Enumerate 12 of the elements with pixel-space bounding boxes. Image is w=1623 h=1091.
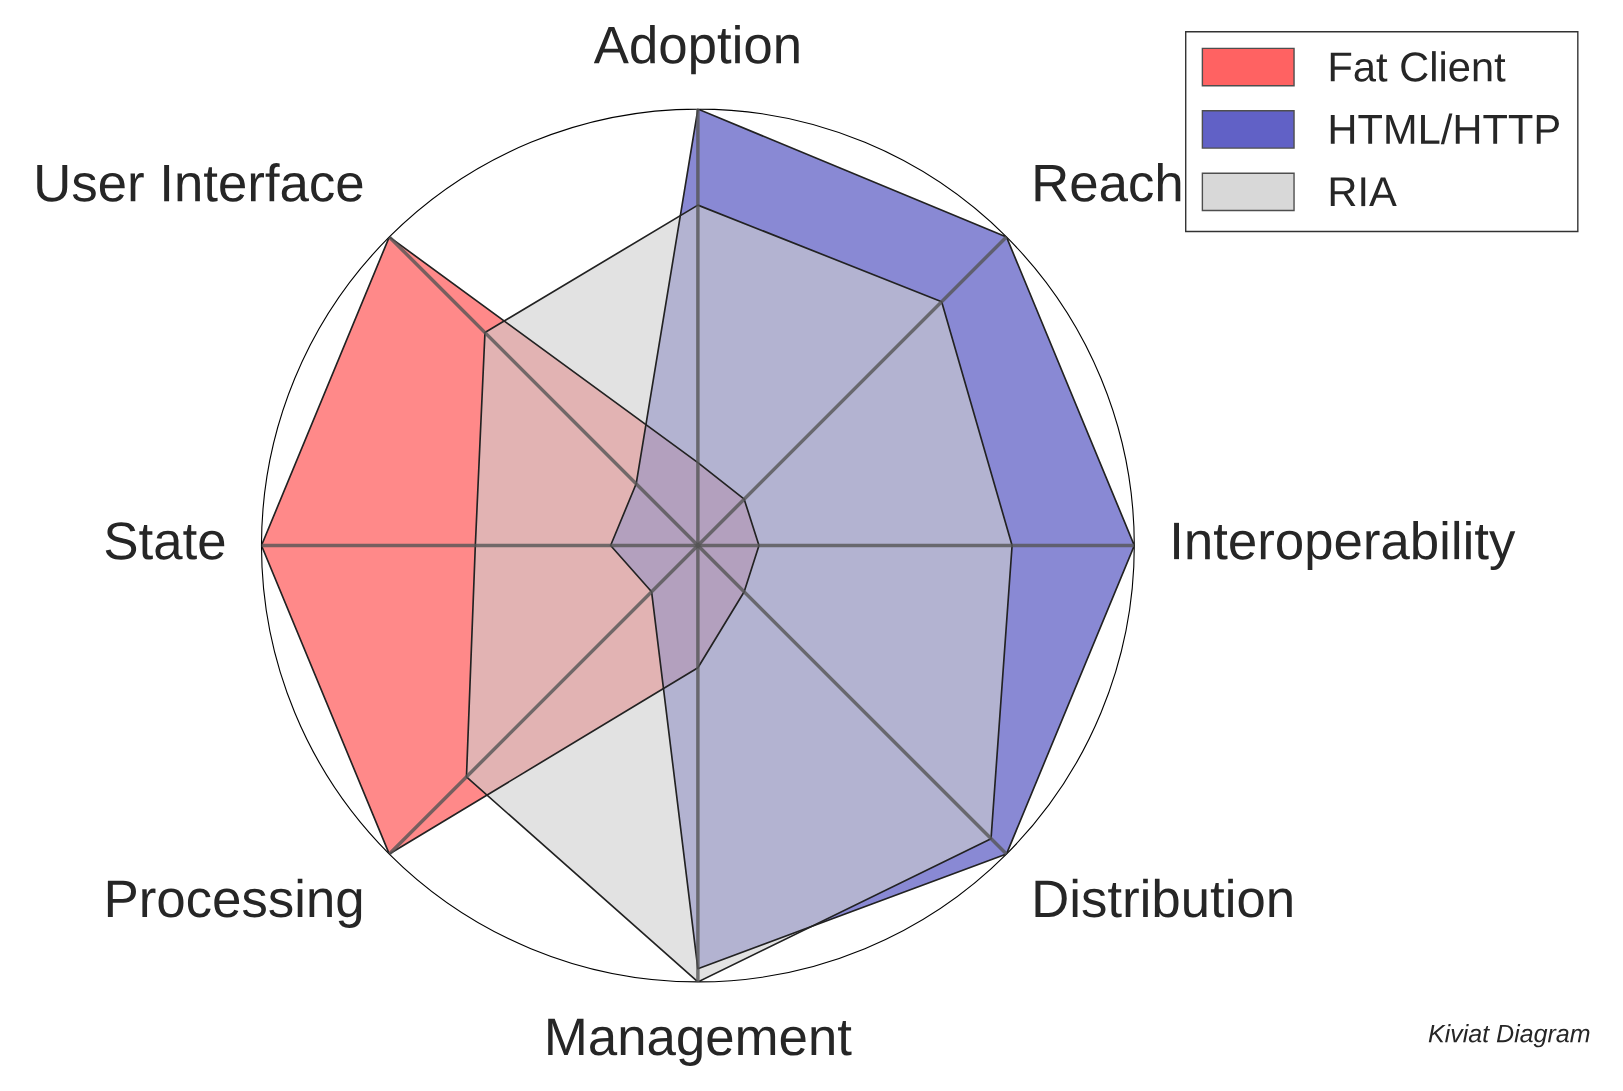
spoke-label: Reach [1035, 163, 1181, 202]
spoke-label: State [105, 522, 225, 560]
spoke-label: User Interface [37, 163, 363, 202]
spoke-label: Management [548, 1018, 852, 1067]
spoke-label: Processing [107, 878, 362, 928]
legend-label: Fat Client [1330, 51, 1506, 82]
spoke-label: Distribution [1035, 878, 1292, 918]
spoke-label: Adoption [593, 24, 799, 75]
spoke-label: Interoperability [1174, 520, 1516, 571]
text: Kiviat Diagram [1428, 1024, 1590, 1048]
legend-label: HTML/HTTP [1330, 113, 1559, 145]
legend-label: RIA [1330, 177, 1397, 207]
